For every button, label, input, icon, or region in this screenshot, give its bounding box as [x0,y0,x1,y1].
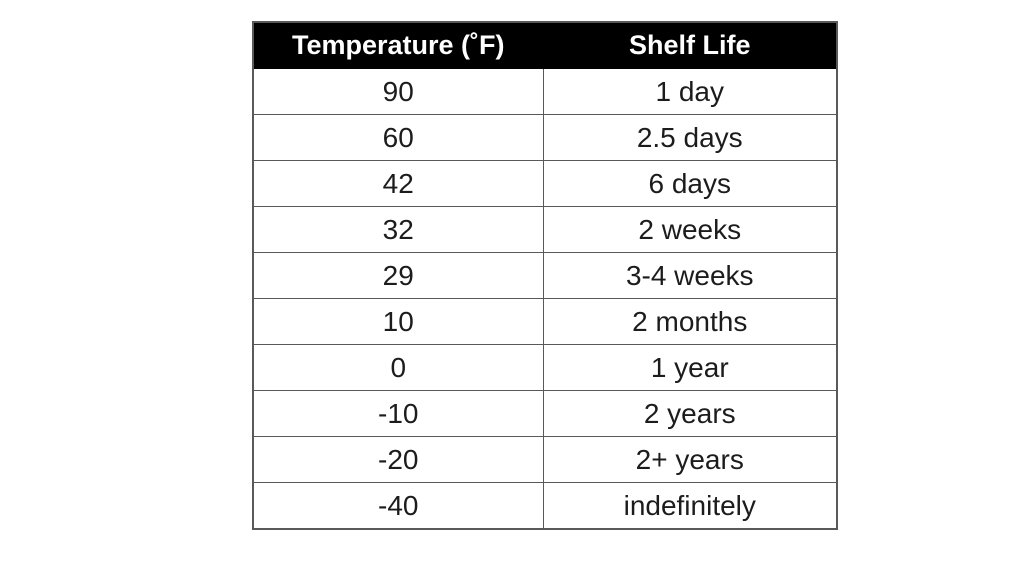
table-header-row: Temperature (˚F) Shelf Life [252,21,838,69]
temperature-cell: 42 [252,160,544,207]
shelf-life-cell: indefinitely [542,482,838,530]
table-row: -40 indefinitely [252,482,838,530]
table-row: -10 2 years [252,390,838,437]
shelf-life-cell: 1 day [542,68,838,115]
temperature-cell: 0 [252,344,544,391]
shelf-life-cell: 6 days [542,160,838,207]
shelf-life-cell: 2 years [542,390,838,437]
table-row: -20 2+ years [252,436,838,483]
shelf-life-cell: 2+ years [542,436,838,483]
shelf-life-cell: 3-4 weeks [542,252,838,299]
temperature-cell: -40 [252,482,544,530]
table-row: 10 2 months [252,298,838,345]
shelf-life-cell: 2.5 days [542,114,838,161]
table-row: 29 3-4 weeks [252,252,838,299]
temperature-cell: 90 [252,68,544,115]
temperature-cell: 29 [252,252,544,299]
temperature-cell: 32 [252,206,544,253]
table-row: 60 2.5 days [252,114,838,161]
table-row: 0 1 year [252,344,838,391]
table-row: 32 2 weeks [252,206,838,253]
shelf-life-table: Temperature (˚F) Shelf Life 90 1 day 60 … [252,21,838,530]
column-header-shelf-life: Shelf Life [542,21,838,69]
temperature-cell: -10 [252,390,544,437]
table-row: 90 1 day [252,68,838,115]
column-header-temperature: Temperature (˚F) [252,21,544,69]
shelf-life-cell: 1 year [542,344,838,391]
shelf-life-cell: 2 weeks [542,206,838,253]
temperature-cell: 10 [252,298,544,345]
table-row: 42 6 days [252,160,838,207]
shelf-life-cell: 2 months [542,298,838,345]
temperature-cell: -20 [252,436,544,483]
temperature-cell: 60 [252,114,544,161]
